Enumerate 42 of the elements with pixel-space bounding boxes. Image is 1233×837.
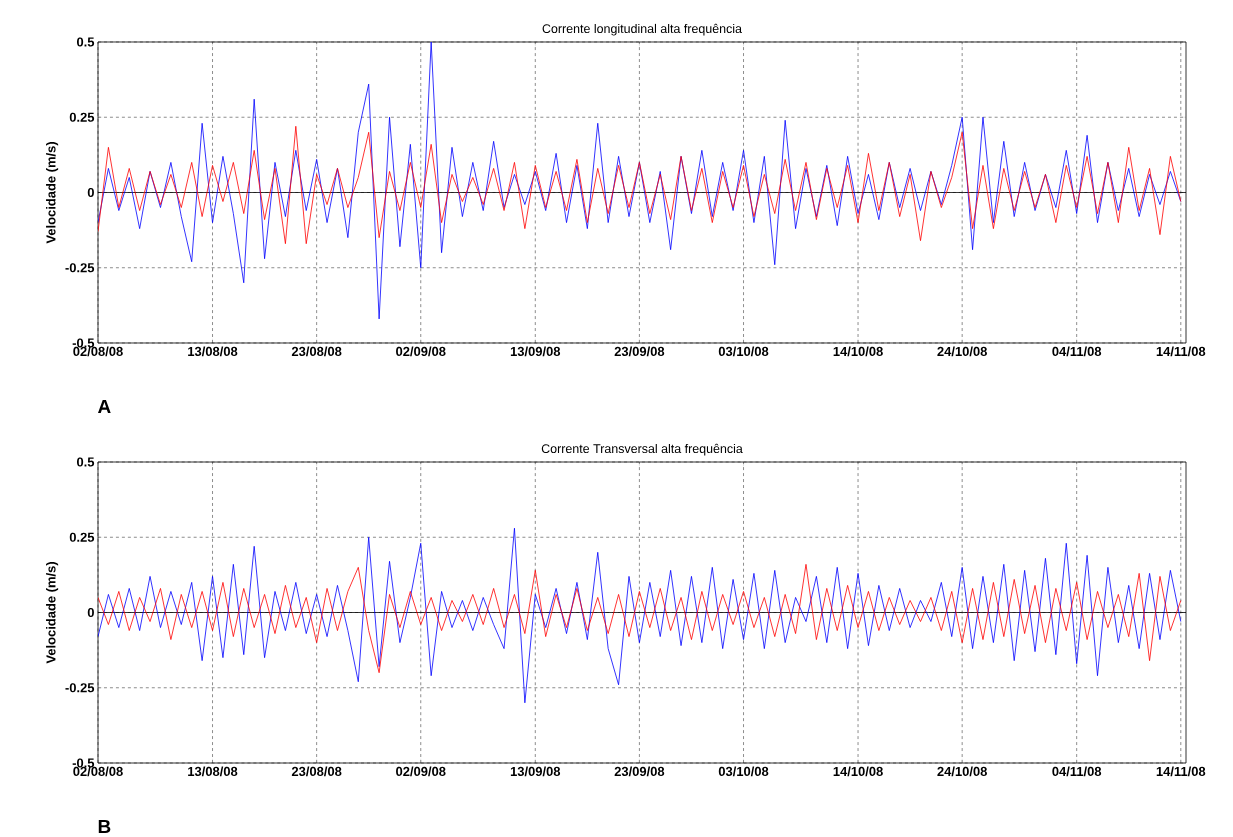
x-tick-label: 03/10/08 [718, 346, 769, 357]
x-tick-label: 02/09/08 [396, 766, 446, 777]
x-tick-label: 14/11/08 [1156, 346, 1206, 357]
y-tick-label: 0 [87, 607, 94, 618]
chart-title: Corrente longitudinal alta frequência [542, 23, 742, 36]
x-tick-label: 04/11/08 [1052, 346, 1102, 357]
y-axis-title: Velocidade (m/s) [46, 562, 59, 664]
y-tick-label: 0.5 [76, 37, 95, 47]
x-tick-label: 02/09/08 [396, 346, 446, 357]
chart-title: Corrente Transversal alta frequência [541, 443, 743, 456]
y-tick-label: 0.25 [69, 532, 95, 542]
x-tick-label: 23/08/08 [291, 766, 342, 777]
x-tick-label: 24/10/08 [937, 346, 987, 357]
x-tick-label: 23/08/08 [291, 346, 342, 357]
x-tick-label: 04/11/08 [1052, 766, 1102, 777]
y-axis-title: Velocidade (m/s) [46, 142, 59, 244]
line-series [98, 42, 1182, 320]
x-tick-label: 13/08/08 [188, 346, 238, 357]
y-tick-label: -0.25 [65, 263, 95, 273]
y-tick-label: 0 [87, 187, 94, 198]
x-tick-label: 13/08/08 [188, 766, 238, 777]
x-tick-label: 23/09/08 [614, 766, 665, 777]
y-tick-label: 0.5 [76, 457, 95, 467]
line-series [98, 125, 1182, 245]
line-series [98, 563, 1182, 674]
y-tick-label: -0.5 [72, 758, 95, 768]
x-tick-label: 02/08/08 [73, 766, 123, 777]
x-tick-label: 13/09/08 [510, 766, 561, 777]
x-tick-label: 03/10/08 [718, 766, 769, 777]
y-tick-label: -0.25 [65, 683, 95, 693]
x-tick-label: 13/09/08 [510, 346, 561, 357]
y-tick-label: -0.5 [72, 338, 95, 348]
x-tick-label: 14/10/08 [833, 766, 883, 777]
x-tick-label: 23/09/08 [614, 346, 665, 357]
x-tick-label: 02/08/08 [73, 346, 123, 357]
y-tick-label: 0.25 [69, 112, 95, 122]
x-tick-label: 14/11/08 [1156, 766, 1206, 777]
text: A [97, 399, 111, 413]
text: B [98, 819, 111, 833]
x-tick-label: 14/10/08 [833, 346, 883, 357]
x-tick-label: 24/10/08 [937, 766, 987, 777]
line-series [98, 527, 1182, 704]
